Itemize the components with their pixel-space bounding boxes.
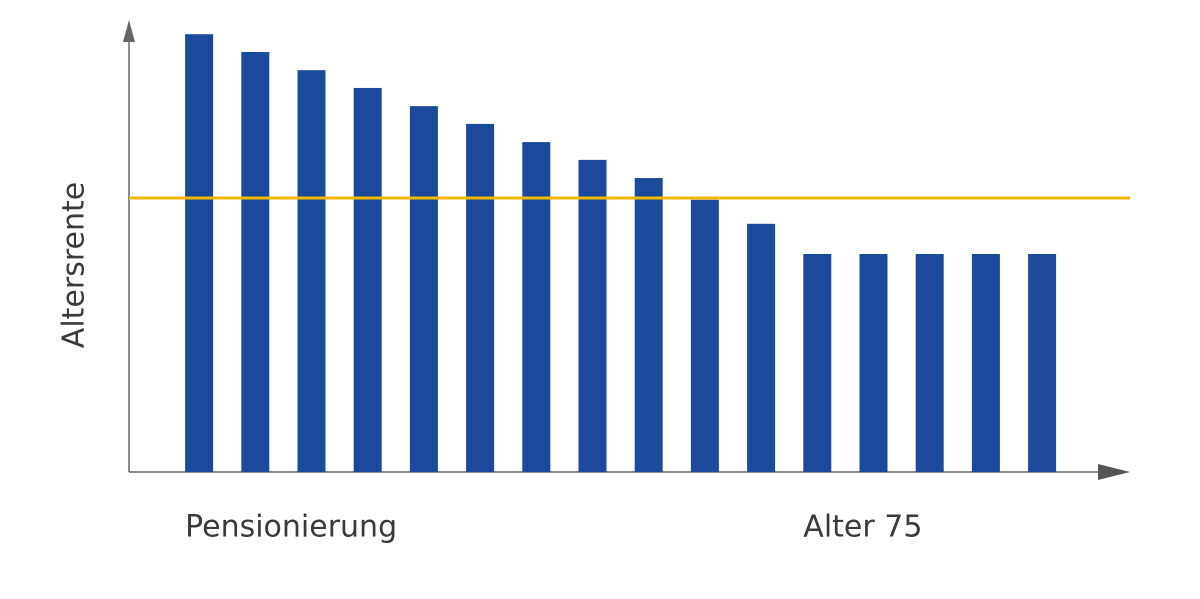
y-axis-arrow [123, 20, 135, 42]
x-category-label: Pensionierung [185, 510, 397, 545]
bar [634, 178, 663, 472]
bar [971, 253, 1000, 472]
x-category-label: Alter 75 [803, 510, 922, 545]
y-axis-label: Altersrente [57, 182, 92, 348]
bar [185, 34, 214, 472]
bar [747, 223, 776, 472]
bar [915, 253, 944, 472]
bar [578, 159, 607, 473]
x-axis-arrow [1098, 464, 1130, 480]
bar [353, 87, 382, 472]
bar [297, 70, 326, 473]
bar [241, 51, 270, 472]
bar [522, 142, 551, 472]
bar [1028, 253, 1057, 472]
bar [859, 253, 888, 472]
bar [803, 253, 832, 472]
bar [466, 123, 495, 473]
bar [690, 199, 719, 472]
bar [409, 106, 438, 473]
